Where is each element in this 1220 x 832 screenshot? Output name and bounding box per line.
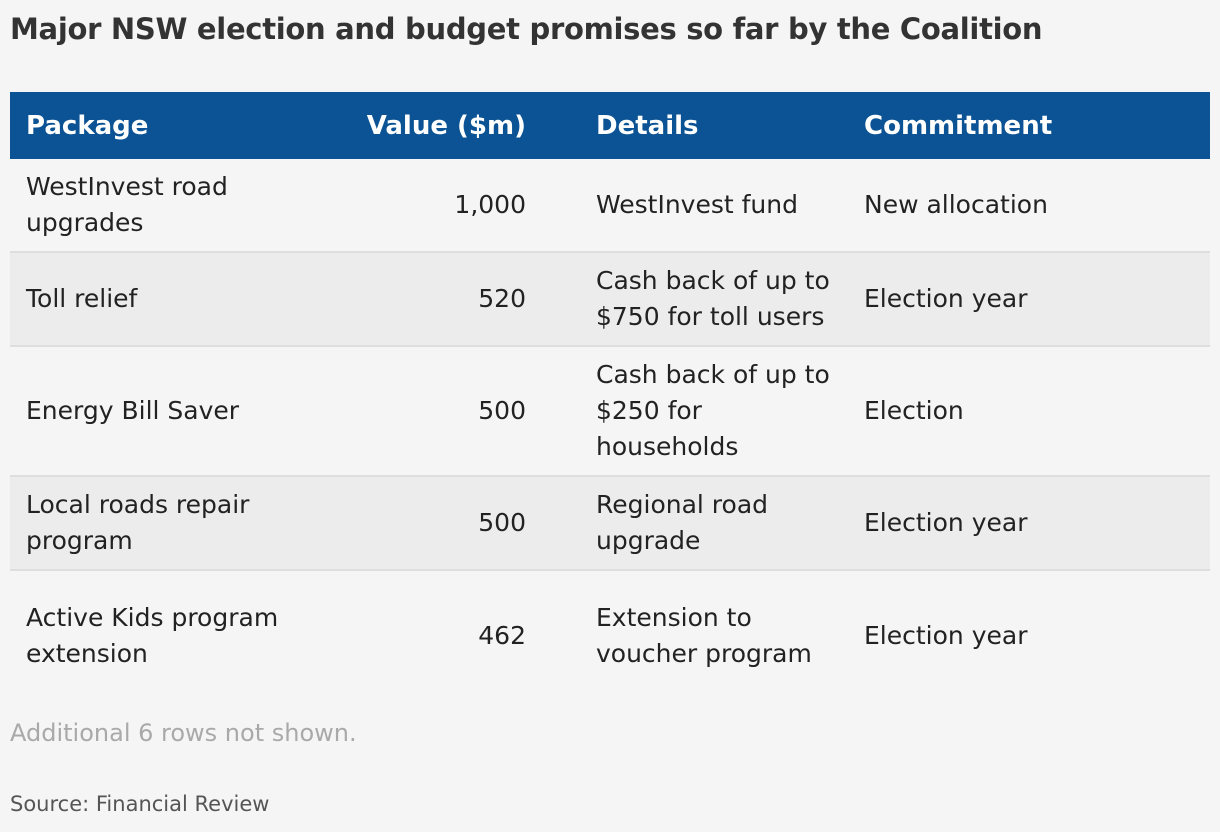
column-header-details[interactable]: Details [596, 110, 699, 141]
cell-package: Local roads repair program [10, 475, 310, 570]
cell-details: Cash back of up to $250 for households [540, 345, 848, 476]
promises-table: Package Value ($m) Details Commitment We… [10, 92, 1210, 700]
table-row: WestInvest road upgrades 1,000 WestInves… [10, 159, 1210, 252]
table-row: Active Kids program extension 462 Extens… [10, 569, 1210, 700]
cell-commitment: Election [848, 345, 1210, 476]
column-header-commitment[interactable]: Commitment [864, 110, 1053, 141]
table-header-row: Package Value ($m) Details Commitment [10, 92, 1210, 159]
table-row: Toll relief 520 Cash back of up to $750 … [10, 251, 1210, 346]
cell-commitment: Election year [848, 251, 1210, 346]
cell-details: Cash back of up to $750 for toll users [540, 251, 848, 346]
cell-details: WestInvest fund [596, 190, 798, 219]
cell-details: Regional road upgrade [540, 475, 848, 570]
cell-value: 520 [310, 251, 540, 346]
table-row: Energy Bill Saver 500 Cash back of up to… [10, 345, 1210, 476]
cell-value: 500 [310, 475, 540, 570]
cell-package: Active Kids program extension [10, 569, 310, 700]
cell-value: 462 [310, 569, 540, 700]
cell-package: Toll relief [10, 251, 310, 346]
rows-not-shown-note: Additional 6 rows not shown. [10, 719, 357, 747]
cell-value: 1,000 [454, 190, 526, 219]
cell-commitment: Election year [848, 475, 1210, 570]
chart-title: Major NSW election and budget promises s… [10, 12, 1043, 46]
column-header-package[interactable]: Package [26, 110, 149, 141]
cell-commitment: Election year [848, 569, 1210, 700]
column-header-value[interactable]: Value ($m) [366, 110, 526, 141]
table-row: Local roads repair program 500 Regional … [10, 475, 1210, 570]
cell-details: Extension to voucher program [540, 569, 848, 700]
cell-commitment: New allocation [864, 190, 1048, 219]
cell-value: 500 [310, 345, 540, 476]
cell-package: Energy Bill Saver [10, 345, 310, 476]
source-credit: Source: Financial Review [10, 792, 270, 816]
cell-package: WestInvest road upgrades [26, 172, 228, 237]
